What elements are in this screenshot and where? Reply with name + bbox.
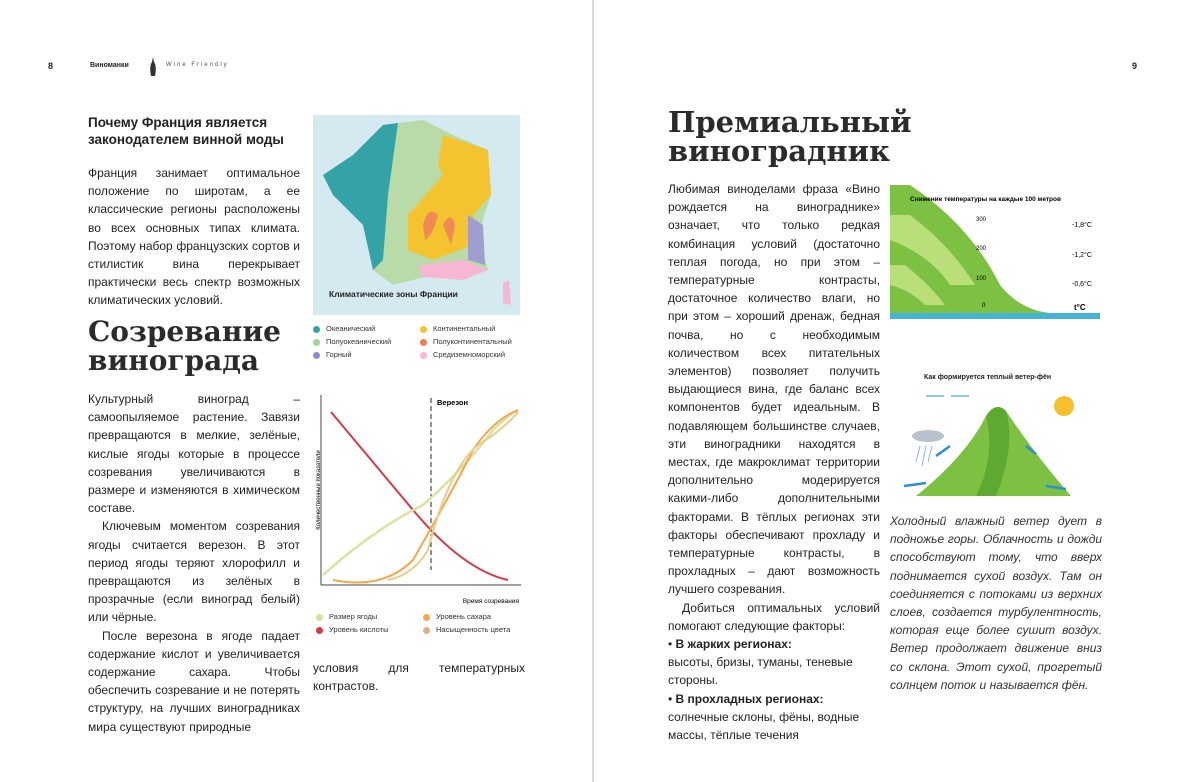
height-label: 300 (976, 217, 987, 223)
temp-label: -0,6°C (1072, 280, 1092, 288)
right-page: 9 Премиальный виноградник Любимая виноде… (594, 0, 1186, 782)
paragraph: Ключевым моментом созревания ягоды счита… (88, 519, 300, 625)
veraison-label: Верезон (437, 398, 468, 407)
paragraph: Культурный виноград – самоопыляемое раст… (88, 392, 300, 516)
text-column: Любимая виноделами фраза «Вино рождается… (668, 180, 880, 744)
list-label: В прохладных регионах: (675, 691, 824, 706)
legend-item: Полуокеанический (313, 337, 421, 350)
height-label: 200 (976, 246, 987, 252)
legend-item: Уровень кислоты (316, 625, 421, 638)
legend-label: Континентальный (433, 324, 496, 333)
y-axis-label: Количественные показатели (316, 450, 322, 529)
legend-label: Уровень сахара (436, 612, 492, 621)
legend-item: Континентальный (420, 324, 530, 337)
list-text: высоты, бризы, туманы, теневые стороны. (668, 655, 853, 688)
legend-item: Насыщенность цвета (423, 625, 528, 638)
legend-item: Океанический (313, 324, 421, 337)
section-title: Почему Франция является законодателем ви… (88, 115, 284, 147)
header-sub: Wine Friendly (166, 62, 229, 68)
legend-label: Полуконтинентальный (433, 337, 512, 346)
paragraph: После верезона в ягоде падает содержание… (88, 628, 300, 734)
paragraph: Франция занимает оптимальное положение п… (88, 166, 300, 308)
legend-label: Горный (326, 350, 352, 359)
list-item: • В жарких регионах: высоты, бризы, туман… (668, 637, 853, 688)
list-text: солнечные склоны, фёны, водные массы, тё… (668, 709, 860, 743)
left-page: 8 Виноманки Wine Friendly Почему Франция… (0, 0, 592, 782)
legend-label: Размер ягоды (329, 612, 378, 621)
legend-label: Средиземноморский (433, 350, 506, 359)
chart-legend: Размер ягоды Уровень кислоты (316, 612, 421, 638)
legend-item: Горный (313, 350, 421, 363)
map-legend: Континентальный Полуконтинентальный Сред… (420, 324, 530, 363)
ripening-diagram: Верезон Количественные показатели Время … (316, 395, 521, 605)
legend-label: Полуокеанический (326, 337, 392, 346)
heading: Премиальный виноградник (668, 105, 912, 168)
legend-item: Размер ягоды (316, 612, 421, 625)
header-brand: Виноманки (90, 62, 129, 69)
climate-map: Климатические зоны Франции (313, 115, 520, 315)
temp-label: -1,8°C (1072, 221, 1092, 229)
figure-title: Как формируется теплый ветер-фён (924, 374, 1052, 381)
legend-item: Уровень сахара (423, 612, 528, 625)
temp-label: -1,2°C (1072, 251, 1092, 259)
height-label: 0 (982, 303, 986, 309)
text-column: Культурный виноград – самоопыляемое раст… (88, 390, 300, 736)
temperature-figure: Снижение температуры на каждые 100 метро… (890, 185, 1100, 319)
legend-label: Насыщенность цвета (436, 625, 511, 634)
height-label: 100 (976, 276, 987, 282)
foehn-figure (903, 395, 1074, 496)
map-legend: Океанический Полуокеанический Горный (313, 324, 421, 363)
legend-label: Уровень кислоты (329, 625, 389, 634)
paragraph: Добиться оптимальных условий помогают сл… (668, 600, 880, 633)
heading: Созревание винограда (88, 315, 281, 377)
figure-title: Снижение температуры на каждые 100 метро… (910, 196, 1061, 203)
list-label: В жарких регионах: (675, 637, 792, 652)
figure-caption: Холодный влажный ветер дует в подножье г… (890, 514, 1102, 692)
chart-legend: Уровень сахара Насыщенность цвета (423, 612, 528, 638)
logo (150, 57, 156, 76)
page-number: 8 (48, 61, 54, 71)
legend-label: Океанический (326, 324, 376, 333)
page-number: 9 (1132, 61, 1138, 71)
legend-item: Полуконтинентальный (420, 337, 530, 350)
legend-item: Средиземноморский (420, 350, 530, 363)
list-item: • В прохладных регионах: солнечные склоны… (668, 691, 860, 743)
paragraph: Любимая виноделами фраза «Вино рождается… (668, 182, 880, 597)
x-axis-label: Время созревания (463, 598, 520, 605)
paragraph: условия для температурных контрастов. (313, 661, 525, 694)
temp-label: t°C (1074, 303, 1086, 312)
map-caption: Климатические зоны Франции (329, 289, 458, 299)
